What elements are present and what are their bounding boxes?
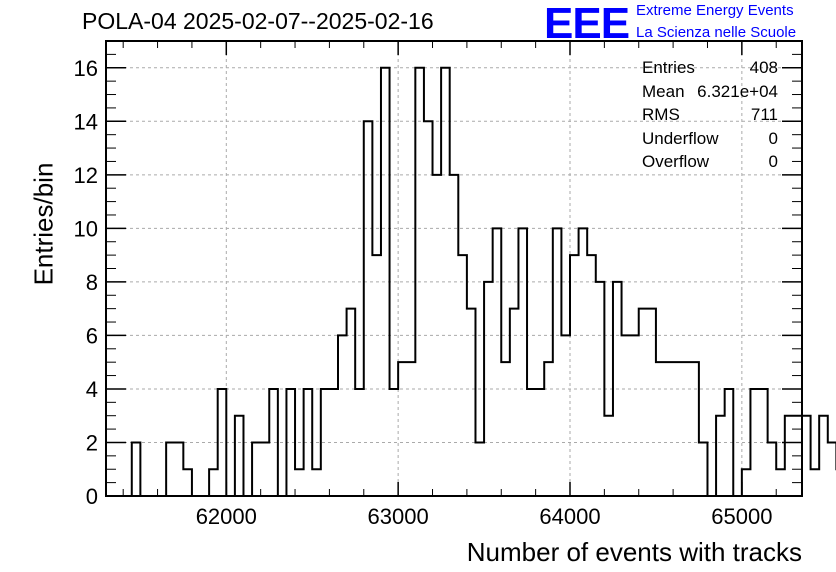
y-axis-label: Entries/bin: [28, 162, 59, 286]
stat-name: Underflow: [642, 128, 719, 148]
y-tick-label: 0: [86, 484, 98, 509]
stats-box: Entries 408 Mean 6.321e+04 RMS 711 Under…: [642, 58, 782, 176]
y-tick-label: 2: [86, 430, 98, 455]
logo-line-2: La Scienza nelle Scuole: [636, 24, 797, 41]
y-tick-label: 6: [86, 323, 98, 348]
stat-value: 0: [768, 152, 778, 171]
x-axis-label: Number of events with tracks: [466, 537, 802, 567]
x-tick-label: 65000: [711, 504, 772, 529]
stat-row-entries: Entries 408: [642, 58, 782, 82]
stat-row-mean: Mean 6.321e+04: [642, 82, 782, 106]
y-axis-ticks: 0 2 4 6 8 10 12 14 16: [74, 40, 802, 509]
stat-name: RMS: [642, 105, 680, 124]
x-axis-ticks: 62000 63000 64000 65000: [122, 41, 777, 529]
y-tick-label: 12: [74, 163, 98, 188]
stat-value: 711: [750, 105, 778, 124]
logo-line-1: Extreme Energy Events: [636, 2, 794, 19]
histogram-outline: [106, 66, 836, 497]
stat-row-underflow: Underflow 0: [642, 129, 782, 153]
y-tick-label: 14: [74, 109, 98, 134]
eee-logo: EEE: [544, 0, 630, 48]
y-tick-label: 4: [86, 377, 98, 402]
x-tick-label: 64000: [539, 504, 600, 529]
stat-value: 408: [749, 58, 778, 77]
stat-row-overflow: Overflow 0: [642, 152, 782, 176]
stat-value: 6.321e+04: [697, 81, 778, 101]
chart-title: POLA-04 2025-02-07--2025-02-16: [82, 8, 434, 34]
y-tick-label: 10: [74, 216, 98, 241]
stat-row-rms: RMS 711: [642, 105, 782, 129]
stat-name: Overflow: [642, 152, 710, 171]
y-tick-label: 8: [86, 270, 98, 295]
stat-value: 0: [768, 128, 778, 148]
y-tick-label: 16: [74, 56, 98, 81]
x-tick-label: 63000: [368, 504, 429, 529]
stat-name: Entries: [642, 58, 695, 77]
stat-name: Mean: [642, 81, 685, 101]
x-tick-label: 62000: [196, 504, 257, 529]
